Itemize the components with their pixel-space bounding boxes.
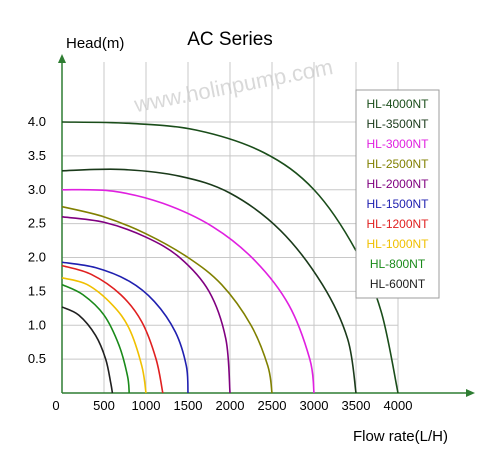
- legend-entry: HL-3500NT: [366, 117, 429, 131]
- legend-entry: HL-2500NT: [366, 157, 429, 171]
- x-tick-label: 1000: [132, 398, 161, 413]
- curve-hl-2000nt: [61, 216, 231, 394]
- curve-hl-1200nt: [61, 264, 164, 394]
- y-tick-label: 1.0: [28, 317, 46, 332]
- x-tick-label: 1500: [174, 398, 203, 413]
- legend: HL-4000NT HL-3500NT HL-3000NT HL-2500NT HL-2…: [355, 89, 440, 299]
- y-tick-label: 3.0: [28, 182, 46, 197]
- grid: [62, 62, 399, 393]
- x-tick-label: 4000: [384, 398, 413, 413]
- legend-entry: HL-3000NT: [366, 137, 429, 151]
- legend-entry: HL-800NT: [370, 257, 426, 271]
- legend-entry: HL-4000NT: [366, 97, 429, 111]
- chart-title: AC Series: [187, 29, 273, 50]
- curve-hl-3000nt: [61, 188, 315, 394]
- y-tick-label: 3.5: [28, 148, 46, 163]
- x-axis-arrow-icon: [466, 389, 475, 397]
- curve-hl-800nt: [61, 283, 130, 394]
- y-tick-label: 0.5: [28, 351, 46, 366]
- y-axis-arrow-icon: [58, 54, 66, 63]
- legend-entry: HL-2000NT: [366, 177, 429, 191]
- y-tick-label: 2.0: [28, 250, 46, 265]
- x-axis-title: Flow rate(L/H): [353, 428, 448, 445]
- x-tick-label: 0: [52, 398, 59, 413]
- y-tick-label: 1.5: [28, 283, 46, 298]
- axes: [58, 54, 475, 397]
- tick-labels: 0 500 1000 1500 2000 2500 3000 3500 4000 0.5 1.0 1.…: [28, 114, 413, 413]
- curve-hl-4000nt: [61, 121, 399, 394]
- y-tick-label: 2.5: [28, 216, 46, 231]
- legend-entry: HL-600NT: [370, 277, 426, 291]
- x-tick-label: 500: [93, 398, 115, 413]
- watermark-text: www.holinpump.com: [131, 54, 335, 117]
- legend-box: [355, 89, 440, 299]
- legend-entry: HL-1200NT: [366, 217, 429, 231]
- x-tick-label: 2500: [258, 398, 287, 413]
- x-tick-label: 2000: [216, 398, 245, 413]
- x-tick-label: 3000: [300, 398, 329, 413]
- curve-hl-1000nt: [61, 277, 147, 394]
- y-tick-label: 4.0: [28, 114, 46, 129]
- performance-curves: [61, 121, 399, 394]
- curve-hl-2500nt: [61, 205, 273, 394]
- curve-hl-1500nt: [61, 261, 189, 394]
- x-tick-label: 3500: [342, 398, 371, 413]
- legend-entry: HL-1000NT: [366, 237, 429, 251]
- y-axis-title: Head(m): [66, 35, 124, 52]
- curve-hl-3500nt: [61, 168, 357, 394]
- curve-hl-600nt: [61, 306, 114, 394]
- legend-entry: HL-1500NT: [366, 197, 429, 211]
